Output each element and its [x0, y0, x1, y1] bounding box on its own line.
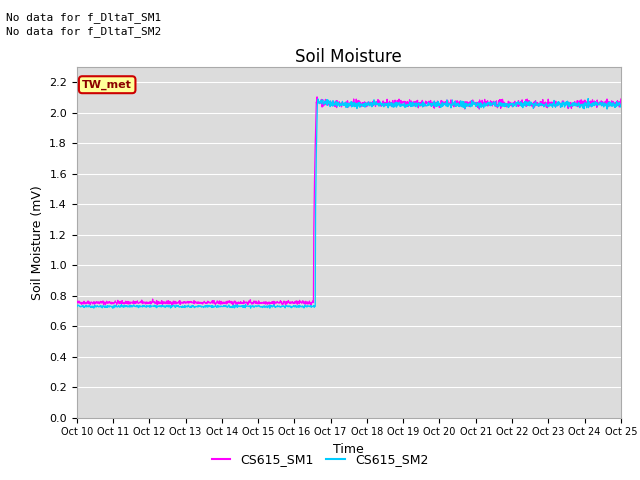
X-axis label: Time: Time: [333, 443, 364, 456]
Text: No data for f_DltaT_SM2: No data for f_DltaT_SM2: [6, 26, 162, 37]
Text: TW_met: TW_met: [83, 80, 132, 90]
Title: Soil Moisture: Soil Moisture: [296, 48, 402, 66]
Y-axis label: Soil Moisture (mV): Soil Moisture (mV): [31, 185, 44, 300]
Legend: CS615_SM1, CS615_SM2: CS615_SM1, CS615_SM2: [207, 448, 433, 471]
Text: No data for f_DltaT_SM1: No data for f_DltaT_SM1: [6, 12, 162, 23]
